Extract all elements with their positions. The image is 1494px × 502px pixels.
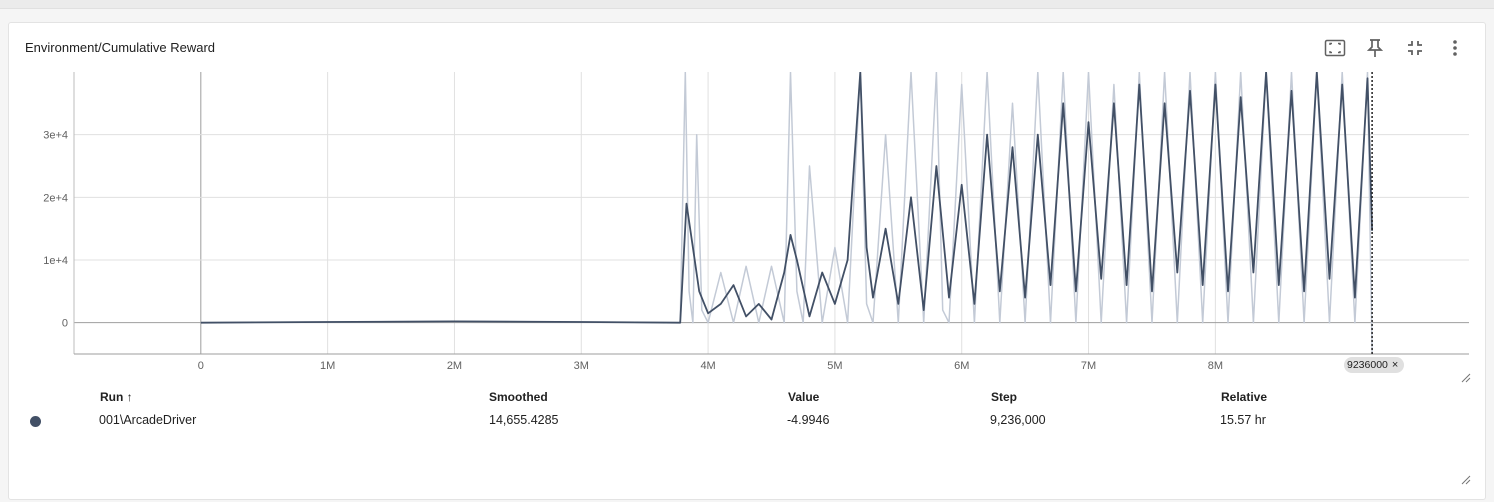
x-tick-label: 6M [954, 360, 969, 372]
x-tick-label: 4M [700, 360, 715, 372]
cell-step: 9,236,000 [990, 413, 1046, 427]
scalar-card: Environment/Cumulative Reward 0 1M 2M 3M 4M 5… [8, 22, 1486, 500]
x-tick-label: 2M [447, 360, 462, 372]
x-tick-label: 7M [1081, 360, 1096, 372]
chart-resize-handle[interactable] [1461, 373, 1471, 383]
cell-run: 001\ArcadeDriver [99, 413, 197, 427]
pin-icon [1367, 39, 1383, 57]
card-resize-handle[interactable] [1461, 475, 1471, 485]
fit-domain-button[interactable] [1315, 35, 1355, 61]
run-color-dot [30, 416, 41, 427]
column-header-smoothed[interactable]: Smoothed [489, 390, 548, 404]
more-vert-icon [1453, 40, 1457, 56]
collapse-icon [1408, 41, 1422, 55]
y-tick-label: 2e+4 [43, 192, 68, 204]
y-tick-label: 1e+4 [43, 255, 68, 267]
cell-smoothed: 14,655.4285 [489, 413, 559, 427]
pin-button[interactable] [1355, 35, 1395, 61]
card-toolbar [1315, 35, 1475, 61]
smoothed-series-line [200, 72, 1373, 324]
collapse-button[interactable] [1395, 35, 1435, 61]
card-title: Environment/Cumulative Reward [25, 40, 216, 55]
fit-domain-icon [1324, 39, 1346, 57]
column-header-relative[interactable]: Relative [1221, 390, 1268, 404]
more-options-button[interactable] [1435, 35, 1475, 61]
line-chart[interactable]: 0 1M 2M 3M 4M 5M 6M 7M 8M 0 1e+4 2e+4 3e+4 [9, 23, 1485, 373]
x-tick-label: 1M [320, 360, 335, 372]
y-tick-label: 0 [62, 318, 68, 330]
cursor-step-label: 9236000 [1347, 359, 1388, 371]
raw-series-line [200, 72, 1373, 354]
column-header-value[interactable]: Value [788, 390, 820, 404]
column-header-run[interactable]: Run ↑ [100, 390, 133, 404]
x-tick-label: 5M [827, 360, 842, 372]
close-icon[interactable]: × [1391, 359, 1399, 371]
y-tick-label: 3e+4 [43, 130, 68, 142]
x-tick-label: 0 [198, 360, 204, 372]
x-tick-label: 3M [574, 360, 589, 372]
x-tick-label: 8M [1208, 360, 1223, 372]
top-bar [0, 0, 1494, 9]
column-header-step[interactable]: Step [991, 390, 1018, 404]
cell-value: -4.9946 [787, 413, 830, 427]
cursor-step-chip[interactable]: 9236000 × [1344, 357, 1405, 373]
cell-relative: 15.57 hr [1220, 413, 1266, 427]
